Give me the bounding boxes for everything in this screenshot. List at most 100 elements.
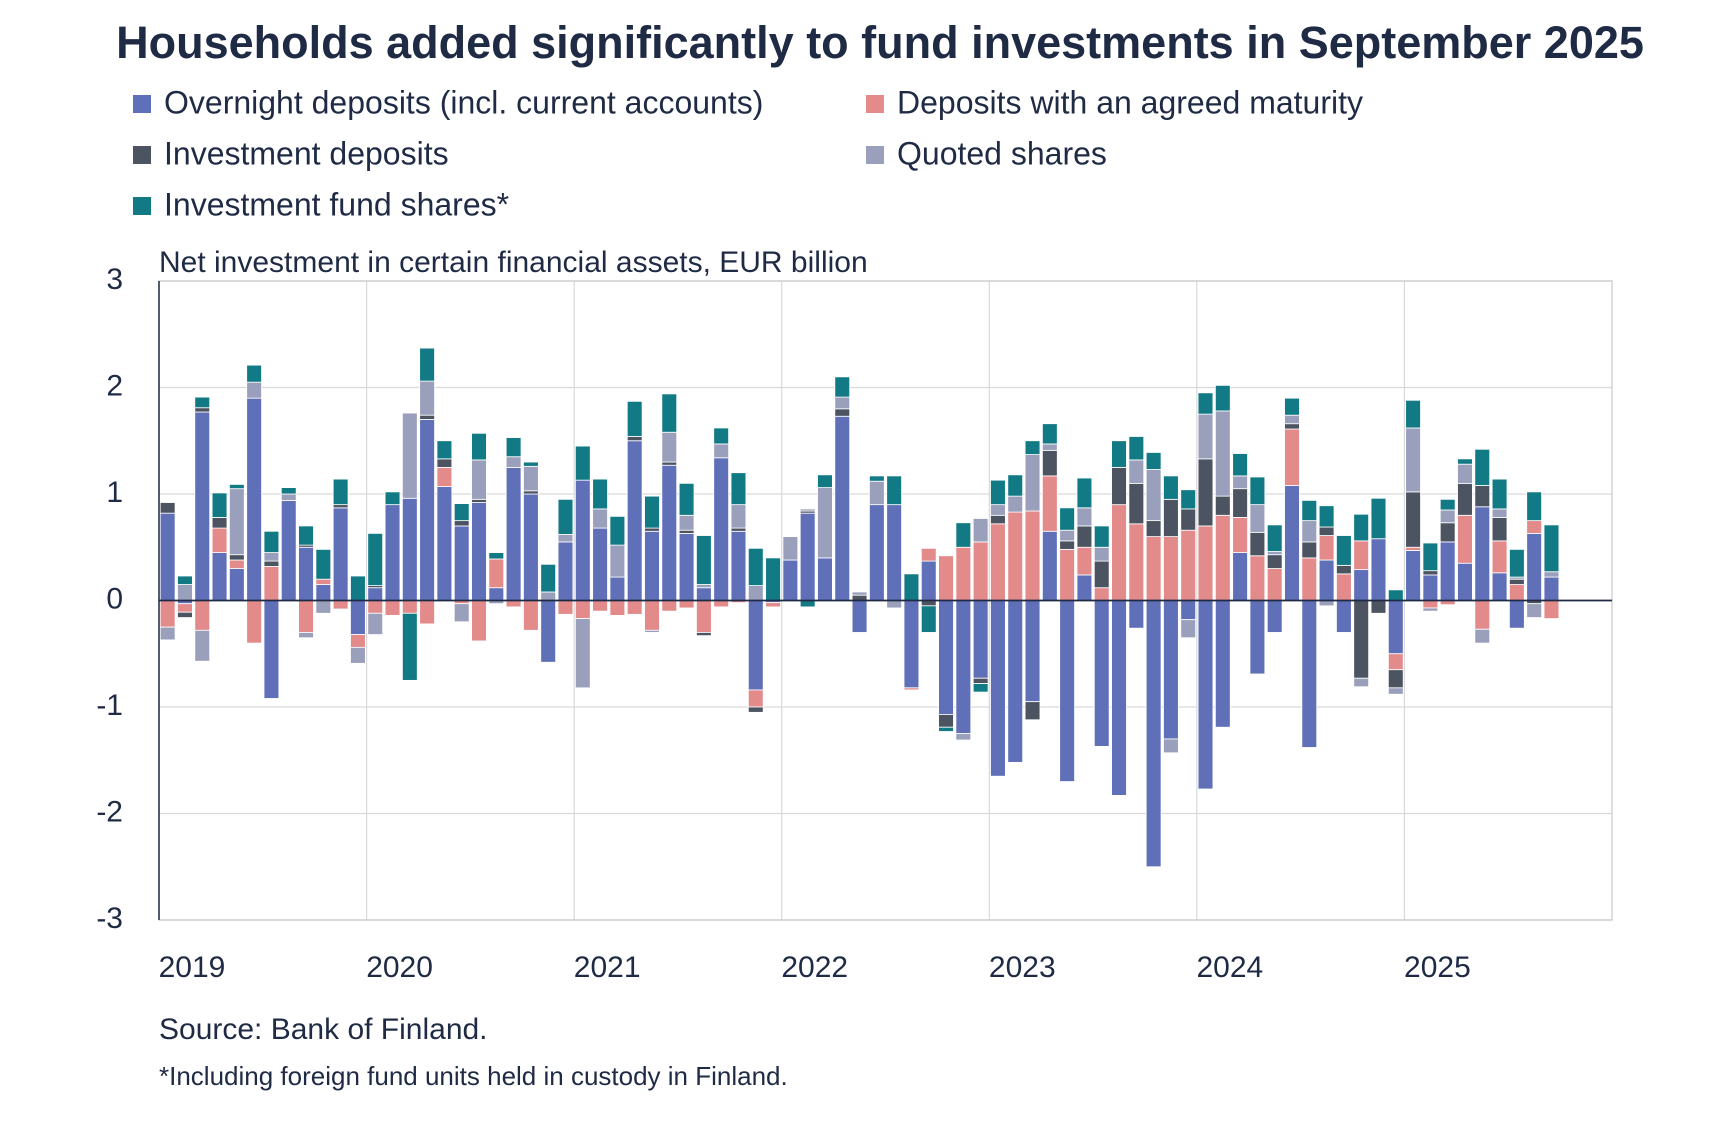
legend-label: Investment deposits — [164, 135, 449, 171]
bar-segment — [1059, 529, 1075, 542]
bar-segment — [834, 376, 851, 398]
bar-segment — [1457, 562, 1473, 601]
bar-segment — [350, 646, 366, 664]
bar-segment — [1336, 600, 1352, 633]
bar-segment — [246, 600, 262, 644]
bar-segment — [1509, 548, 1525, 578]
bar-segment — [350, 600, 366, 635]
bar-segment — [1232, 552, 1248, 601]
bar-segment — [955, 600, 972, 735]
legend-swatch — [133, 146, 151, 164]
x-tick-label: 2025 — [1404, 951, 1471, 984]
bar-segment — [471, 459, 487, 500]
bar-segment — [1232, 453, 1248, 477]
y-tick-label: -1 — [96, 689, 123, 722]
bar-segment — [938, 714, 954, 728]
bar-segment — [350, 634, 366, 648]
bar-segment — [523, 461, 539, 467]
bar-segment — [1301, 520, 1318, 543]
bar-segment — [1266, 600, 1283, 633]
bar-segment — [1197, 600, 1214, 790]
bar-segment — [1318, 505, 1335, 528]
bar-segment — [1197, 458, 1214, 527]
bar-segment — [229, 488, 245, 556]
bar-segment — [1145, 520, 1162, 538]
bar-segment — [1387, 589, 1404, 601]
bar-segment — [177, 584, 193, 601]
bar-segment — [298, 525, 314, 546]
bar-segment — [1266, 554, 1283, 569]
bar-segment — [419, 414, 435, 420]
bar-segment — [1163, 536, 1179, 601]
bar-segment — [834, 396, 851, 410]
bar-segment — [263, 530, 280, 553]
bar-segment — [1093, 587, 1110, 601]
x-tick-label: 2022 — [781, 951, 848, 984]
bar-segment — [1318, 559, 1335, 601]
bar-segment — [177, 575, 193, 585]
legend-swatch — [133, 95, 151, 113]
bar-segment — [1405, 550, 1421, 601]
chart-title: Households added significantly to fund i… — [116, 17, 1644, 68]
y-tick-label: 2 — [106, 369, 123, 402]
bar-segment — [436, 466, 453, 487]
bar-segment — [920, 547, 937, 562]
bar-segment — [609, 600, 626, 616]
bar-segment — [747, 585, 764, 601]
bar-segment — [280, 499, 297, 601]
bar-segment — [972, 600, 989, 679]
bar-segment — [1076, 546, 1093, 576]
x-tick-label: 2023 — [989, 951, 1056, 984]
bar-segment — [194, 600, 211, 631]
bar-segment — [384, 600, 401, 616]
bar-segment — [696, 535, 712, 585]
bar-segment — [834, 408, 851, 417]
bar-segment — [1128, 523, 1145, 601]
bar-segment — [730, 504, 747, 529]
bar-segment — [1370, 538, 1387, 601]
bar-segment — [453, 503, 470, 522]
bar-segment — [626, 440, 643, 601]
bar-segment — [1041, 423, 1058, 445]
bar-segment — [644, 600, 660, 631]
bar-segment — [1526, 603, 1542, 618]
bar-segment — [955, 522, 972, 548]
bar-segment — [1180, 600, 1197, 621]
bar-segment — [661, 461, 678, 466]
bar-segment — [194, 407, 211, 413]
bar-segment — [990, 600, 1006, 777]
bar-segment — [1405, 491, 1421, 548]
legend-swatch — [133, 197, 151, 215]
axis-title: Net investment in certain financial asse… — [159, 246, 868, 279]
bar-segment — [713, 427, 730, 445]
bar-segment — [1353, 540, 1370, 571]
bar-segment — [1214, 384, 1231, 412]
bar-segment — [886, 475, 902, 506]
bar-segment — [1370, 497, 1387, 540]
bar-segment — [730, 472, 747, 506]
bar-segment — [263, 566, 280, 601]
bar-segment — [1145, 536, 1162, 601]
bar-segment — [1422, 570, 1439, 576]
bar-segment — [972, 683, 989, 693]
bar-segment — [903, 573, 920, 601]
source: Source: Bank of Finland. — [159, 1013, 488, 1046]
bar-segment — [194, 396, 211, 409]
bar-segment — [1405, 399, 1421, 429]
bar-segment — [661, 600, 678, 612]
bar-segment — [609, 515, 626, 546]
bar-segment — [557, 541, 574, 601]
bar-segment — [1249, 476, 1266, 506]
bar-segment — [574, 618, 591, 689]
bar-segment — [661, 431, 678, 463]
bar-segment — [280, 493, 297, 501]
bar-segment — [488, 558, 505, 589]
bar-segment — [799, 600, 816, 608]
bar-segment — [1439, 498, 1456, 511]
bar-segment — [765, 557, 781, 601]
bar-segment — [246, 397, 262, 601]
bar-segment — [1543, 576, 1560, 601]
bar-segment — [471, 432, 487, 461]
bar-segment — [938, 555, 954, 601]
